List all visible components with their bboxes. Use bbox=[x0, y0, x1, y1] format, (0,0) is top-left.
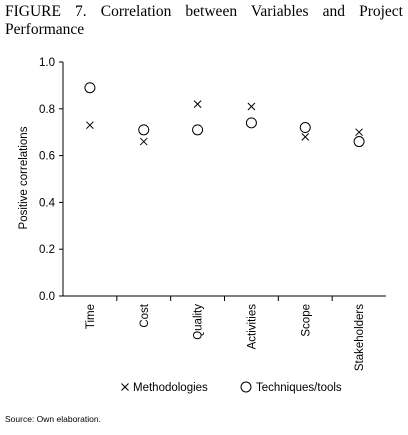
chart-legend: Methodologies Techniques/tools bbox=[121, 381, 342, 394]
y-tick-label: 0.2 bbox=[39, 244, 55, 256]
x-category-label: Cost bbox=[139, 303, 151, 327]
x-axis-categories: Time Cost Quality Activities Scope Stakeholde… bbox=[85, 296, 366, 371]
techniques-point bbox=[299, 122, 311, 134]
techniques-point bbox=[353, 136, 365, 148]
methodologies-point bbox=[193, 100, 202, 108]
source-note: Source: Own elaboration. bbox=[5, 414, 101, 424]
techniques-point bbox=[192, 124, 204, 136]
chart-axes bbox=[62, 62, 386, 297]
techniques-point bbox=[138, 124, 150, 136]
y-tick-label: 0.6 bbox=[39, 151, 55, 163]
techniques-point bbox=[84, 82, 96, 94]
y-axis-ticks: 0.0 0.2 0.4 0.6 0.8 1.0 bbox=[39, 57, 63, 303]
methodologies-point bbox=[247, 102, 256, 111]
y-tick-label: 0.0 bbox=[39, 291, 55, 303]
figure-title: FIGURE 7. Correlation between Variables … bbox=[5, 3, 403, 38]
legend-x-glyph bbox=[121, 383, 129, 391]
methodologies-point bbox=[301, 133, 310, 141]
methodologies-point bbox=[86, 121, 94, 130]
x-category-label: Activities bbox=[246, 304, 258, 350]
y-tick-label: 1.0 bbox=[39, 57, 55, 69]
legend-marker-methodologies bbox=[121, 383, 129, 391]
legend-marker-techniques bbox=[240, 381, 252, 393]
x-category-label: Scope bbox=[300, 304, 312, 337]
legend-label-techniques: Techniques/tools bbox=[256, 382, 342, 394]
y-axis-label: Positive correlations bbox=[18, 126, 30, 229]
x-category-label: Time bbox=[85, 304, 97, 329]
chart-marks bbox=[84, 82, 365, 148]
methodologies-point bbox=[355, 128, 363, 137]
x-category-label: Stakeholders bbox=[354, 304, 366, 371]
y-tick-label: 0.8 bbox=[39, 104, 55, 116]
legend-label-methodologies: Methodologies bbox=[133, 382, 208, 394]
methodologies-point bbox=[139, 137, 148, 146]
y-tick-label: 0.4 bbox=[39, 197, 56, 209]
techniques-point bbox=[245, 117, 257, 129]
x-category-label: Quality bbox=[193, 304, 205, 340]
